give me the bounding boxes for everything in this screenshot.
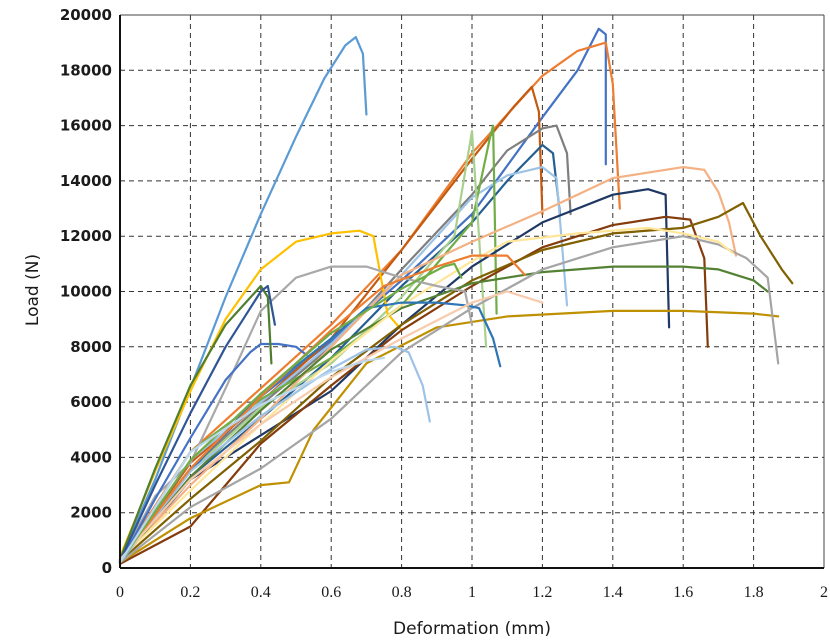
y-tick-label: 18000	[60, 61, 112, 79]
series-line-16	[118, 309, 780, 564]
x-tick-label: 0.6	[321, 584, 341, 601]
series-line-11	[118, 188, 671, 564]
series-line-9	[118, 130, 488, 563]
x-tick-label: 1.2	[532, 584, 552, 601]
y-tick-label: 8000	[70, 338, 112, 356]
y-tick-label: 2000	[70, 504, 112, 522]
y-tick-label: 16000	[60, 117, 112, 135]
x-tick-label: 1.4	[603, 584, 623, 601]
series-line-21	[118, 345, 431, 564]
x-tick-label: 1.8	[744, 584, 764, 601]
plot-frame	[119, 14, 825, 569]
x-axis-label: Deformation (mm)	[393, 619, 551, 639]
x-tick-label: 0.8	[392, 584, 412, 601]
y-tick-label: 12000	[60, 227, 112, 245]
x-tick-label: 0.4	[251, 584, 271, 601]
series-line-15	[118, 265, 769, 564]
y-tick-label: 10000	[60, 283, 112, 301]
x-tick-label: 0.2	[180, 584, 200, 601]
series-line-27	[118, 262, 463, 564]
x-tick-label: 0	[116, 584, 124, 601]
series-line-5	[118, 124, 572, 561]
series-line-25	[118, 254, 526, 563]
series-line-23	[118, 284, 273, 561]
series-line-12	[118, 215, 709, 565]
y-tick-label: 14000	[60, 172, 112, 190]
y-tick-label: 4000	[70, 448, 112, 466]
y-tick-label: 20000	[60, 6, 112, 24]
y-tick-labels: 0 2000 4000 6000 8000 10000 12000 14000 16000 180…	[60, 6, 112, 577]
series-line-18	[118, 226, 734, 561]
series-line-14	[118, 201, 794, 563]
y-axis-label: Load (N)	[23, 254, 43, 326]
x-tick-labels: 0 0.2 0.4 0.6 0.8 1 1.2 1.4 1.6 1.8 2	[116, 584, 828, 601]
series-line-3	[118, 41, 621, 561]
x-tick-label: 2	[820, 584, 828, 601]
series-group	[118, 27, 794, 565]
series-line-13	[118, 166, 738, 561]
x-tick-label: 1.6	[673, 584, 693, 601]
series-line-22	[118, 342, 308, 564]
series-line-24	[118, 284, 276, 563]
series-line-28	[118, 356, 386, 564]
series-line-6	[118, 143, 562, 564]
series-line-10	[118, 229, 403, 558]
x-tick-label: 1	[468, 584, 476, 601]
series-line-26	[118, 290, 544, 561]
series-line-17	[118, 235, 780, 564]
y-tick-label: 6000	[70, 393, 112, 411]
y-tick-label: 0	[102, 559, 112, 577]
